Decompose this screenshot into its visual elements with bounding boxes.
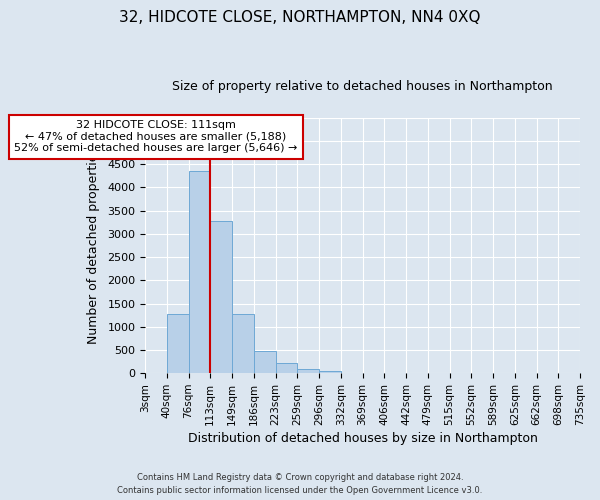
Bar [232,314,254,373]
Title: Size of property relative to detached houses in Northampton: Size of property relative to detached ho… [172,80,553,93]
Text: 32, HIDCOTE CLOSE, NORTHAMPTON, NN4 0XQ: 32, HIDCOTE CLOSE, NORTHAMPTON, NN4 0XQ [119,10,481,25]
Bar [319,372,341,373]
Bar [254,351,275,373]
Bar [167,314,188,373]
Bar [297,369,319,373]
Bar [188,171,211,373]
Bar [211,221,232,373]
X-axis label: Distribution of detached houses by size in Northampton: Distribution of detached houses by size … [188,432,538,445]
Y-axis label: Number of detached properties: Number of detached properties [87,147,100,344]
Text: Contains HM Land Registry data © Crown copyright and database right 2024.
Contai: Contains HM Land Registry data © Crown c… [118,473,482,495]
Bar [275,362,297,373]
Text: 32 HIDCOTE CLOSE: 111sqm
← 47% of detached houses are smaller (5,188)
52% of sem: 32 HIDCOTE CLOSE: 111sqm ← 47% of detach… [14,120,298,154]
